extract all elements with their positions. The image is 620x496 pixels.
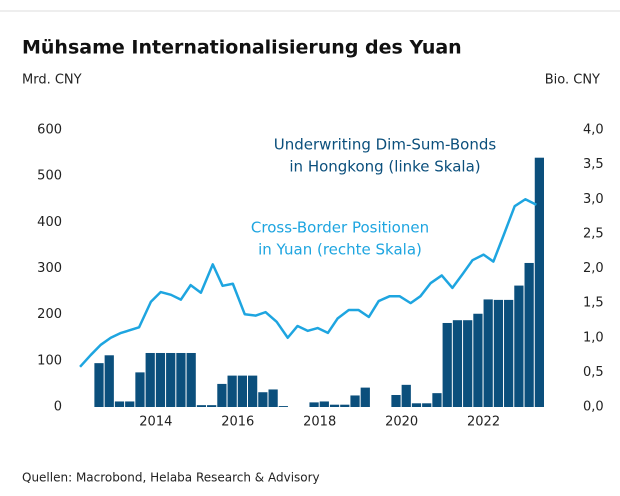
y-tick-label: 200 [37, 307, 62, 322]
x-tick-label: 2022 [467, 415, 500, 430]
bar [248, 375, 258, 407]
y-tick-label: 300 [37, 261, 62, 276]
bar [114, 401, 125, 407]
bar [237, 375, 248, 407]
bar [504, 299, 514, 407]
bar [207, 405, 217, 407]
annotation: in Yuan (rechte Skala) [258, 241, 422, 259]
bar [493, 299, 504, 407]
bar [145, 352, 155, 407]
bar [155, 352, 166, 407]
bar [166, 352, 176, 407]
y2-tick-label: 4,0 [583, 123, 604, 138]
bar [227, 375, 237, 407]
y2-tick-label: 2,0 [583, 261, 604, 276]
bar [186, 352, 196, 407]
y2-tick-label: 1,5 [583, 296, 604, 311]
bar [268, 389, 278, 407]
chart-title: Mühsame Internationalisierung des Yuan [22, 37, 462, 59]
y-tick-label: 600 [37, 123, 62, 138]
y-tick-label: 500 [37, 169, 62, 184]
bar [309, 402, 319, 407]
bar [452, 320, 463, 407]
bar [350, 395, 360, 407]
x-tick-label: 2014 [139, 415, 172, 430]
bar [442, 322, 452, 407]
bar [473, 313, 483, 407]
bar [176, 352, 186, 407]
bar [483, 299, 493, 407]
x-tick-label: 2016 [221, 415, 254, 430]
bar [463, 320, 473, 407]
bar [217, 383, 227, 407]
bar [422, 403, 432, 407]
y-tick-label: 400 [37, 215, 62, 230]
bar [514, 285, 524, 407]
annotation: in Hongkong (linke Skala) [289, 158, 480, 176]
bar [125, 401, 135, 407]
bar [534, 157, 544, 407]
bar [401, 384, 411, 407]
bar [432, 393, 442, 407]
y2-axis-label: Bio. CNY [545, 73, 600, 88]
y2-tick-label: 3,5 [583, 157, 604, 172]
bar [196, 405, 207, 407]
y2-tick-label: 0,5 [583, 365, 604, 380]
bar [319, 401, 329, 407]
source: Quellen: Macrobond, Helaba Research & Ad… [22, 471, 320, 485]
annotation: Underwriting Dim-Sum-Bonds [274, 136, 497, 154]
y2-tick-label: 0,0 [583, 400, 604, 415]
bar [411, 403, 422, 407]
y-tick-label: 100 [37, 353, 62, 368]
bar [258, 392, 268, 407]
y2-tick-label: 3,0 [583, 192, 604, 207]
bar [94, 363, 104, 407]
bar [278, 406, 288, 407]
bar [340, 404, 350, 407]
annotation: Cross-Border Positionen [251, 219, 429, 237]
y-axis-label: Mrd. CNY [22, 73, 82, 88]
x-tick-label: 2020 [385, 415, 418, 430]
bar [391, 394, 401, 407]
y-tick-label: 0 [54, 400, 62, 415]
bar [360, 387, 370, 407]
line [79, 198, 537, 368]
bar [329, 404, 340, 407]
y2-tick-label: 1,0 [583, 330, 604, 345]
bar [524, 262, 534, 407]
bar [135, 372, 145, 407]
y2-tick-label: 2,5 [583, 226, 604, 241]
bar [104, 355, 114, 407]
x-tick-label: 2018 [303, 415, 336, 430]
